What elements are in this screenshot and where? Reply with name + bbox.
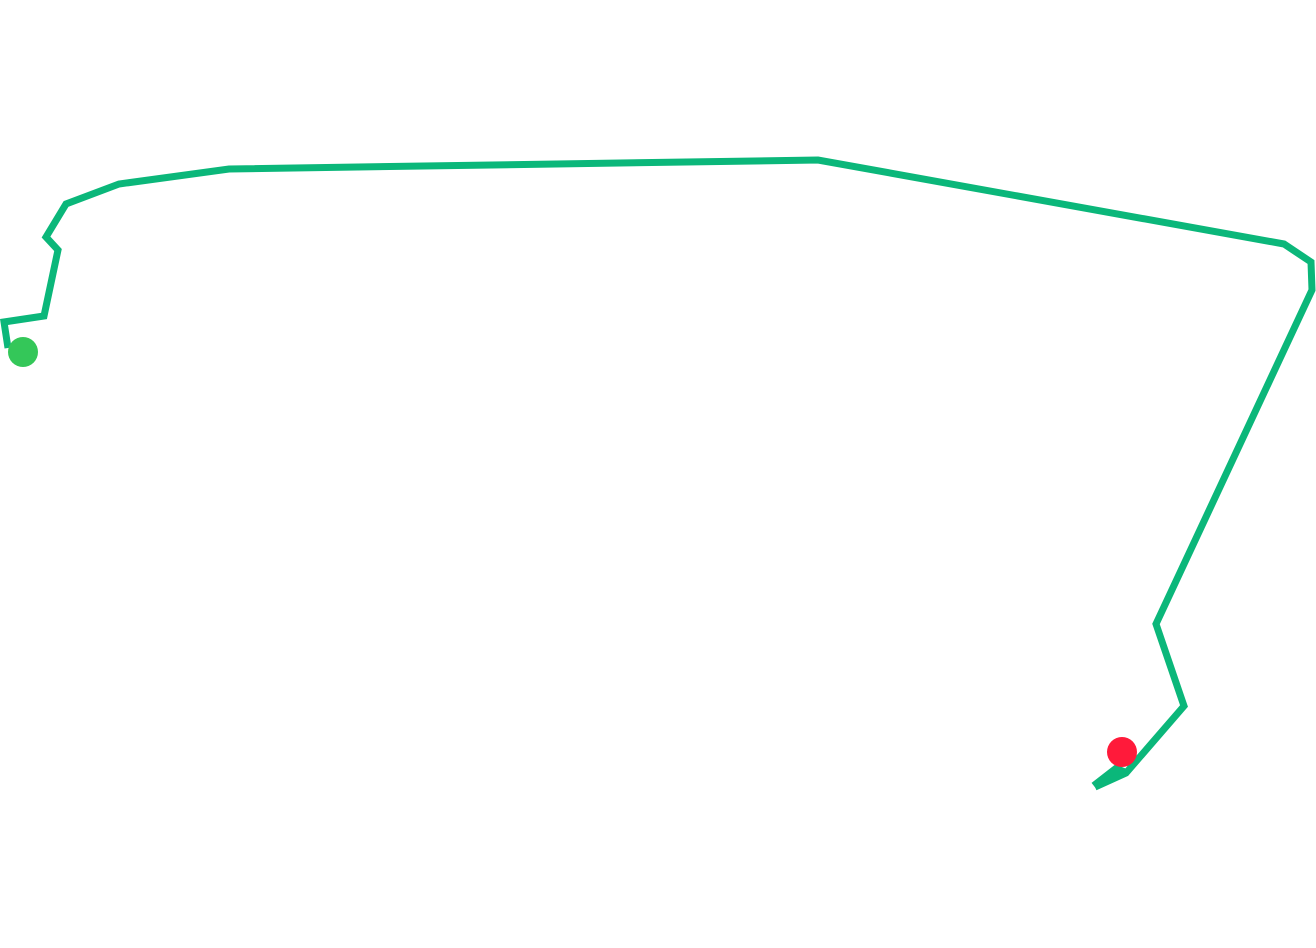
route-line xyxy=(0,156,1316,791)
route-end-segment xyxy=(1091,764,1128,790)
end-marker xyxy=(1107,737,1137,767)
start-marker xyxy=(8,337,38,367)
